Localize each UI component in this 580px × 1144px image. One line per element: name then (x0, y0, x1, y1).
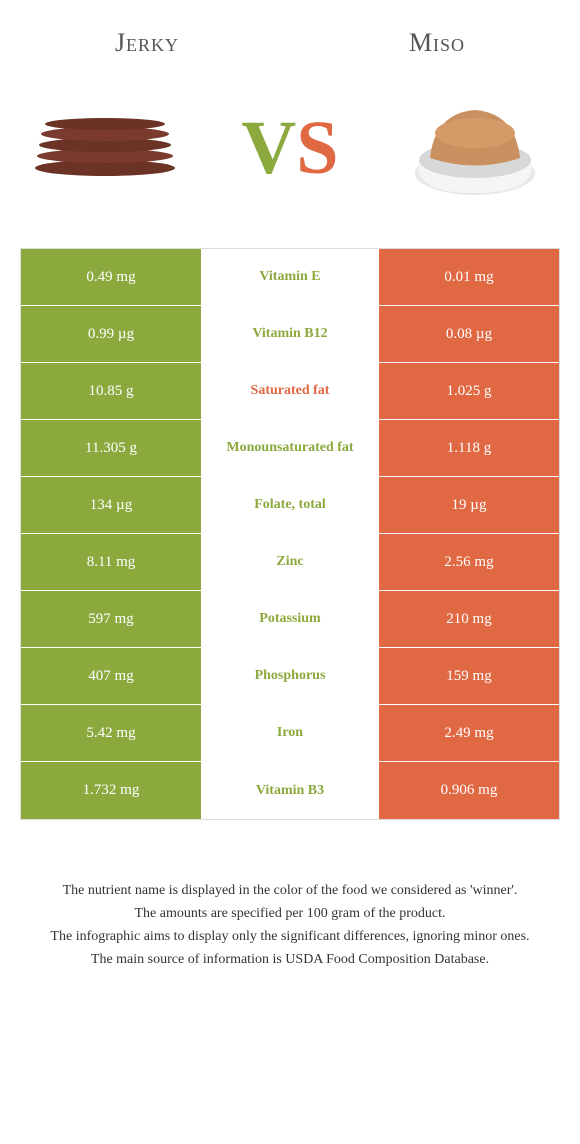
nutrient-label: Iron (201, 705, 379, 761)
left-value: 10.85 g (21, 363, 201, 419)
header: Jerky Miso (0, 0, 580, 68)
left-food-title: Jerky (115, 28, 179, 58)
right-value: 1.025 g (379, 363, 559, 419)
right-value: 210 mg (379, 591, 559, 647)
nutrient-label: Monounsaturated fat (201, 420, 379, 476)
footer-notes: The nutrient name is displayed in the co… (0, 820, 580, 970)
nutrient-label: Potassium (201, 591, 379, 647)
table-row: 8.11 mgZinc2.56 mg (21, 534, 559, 591)
images-row: VS (0, 68, 580, 248)
nutrient-label: Saturated fat (201, 363, 379, 419)
right-food-title: Miso (409, 28, 465, 58)
vs-v: V (241, 106, 296, 190)
nutrient-label: Vitamin E (201, 249, 379, 305)
right-value: 19 µg (379, 477, 559, 533)
left-value: 1.732 mg (21, 762, 201, 819)
nutrient-label: Vitamin B3 (201, 762, 379, 819)
table-row: 0.49 mgVitamin E0.01 mg (21, 249, 559, 306)
footer-line: The nutrient name is displayed in the co… (30, 880, 550, 901)
right-value: 2.49 mg (379, 705, 559, 761)
footer-line: The infographic aims to display only the… (30, 926, 550, 947)
left-value: 0.99 µg (21, 306, 201, 362)
table-row: 11.305 gMonounsaturated fat1.118 g (21, 420, 559, 477)
left-value: 407 mg (21, 648, 201, 704)
left-value: 0.49 mg (21, 249, 201, 305)
left-value: 8.11 mg (21, 534, 201, 590)
vs-label: VS (241, 105, 338, 192)
table-row: 1.732 mgVitamin B30.906 mg (21, 762, 559, 819)
right-value: 1.118 g (379, 420, 559, 476)
footer-line: The main source of information is USDA F… (30, 949, 550, 970)
miso-image (400, 88, 550, 208)
left-value: 597 mg (21, 591, 201, 647)
nutrient-label: Vitamin B12 (201, 306, 379, 362)
table-row: 5.42 mgIron2.49 mg (21, 705, 559, 762)
nutrient-label: Zinc (201, 534, 379, 590)
table-row: 407 mgPhosphorus159 mg (21, 648, 559, 705)
right-value: 0.01 mg (379, 249, 559, 305)
right-value: 0.08 µg (379, 306, 559, 362)
right-value: 0.906 mg (379, 762, 559, 819)
vs-s: S (296, 106, 338, 190)
left-value: 134 µg (21, 477, 201, 533)
right-value: 159 mg (379, 648, 559, 704)
nutrient-label: Phosphorus (201, 648, 379, 704)
table-row: 10.85 gSaturated fat1.025 g (21, 363, 559, 420)
footer-line: The amounts are specified per 100 gram o… (30, 903, 550, 924)
right-value: 2.56 mg (379, 534, 559, 590)
nutrient-table: 0.49 mgVitamin E0.01 mg0.99 µgVitamin B1… (20, 248, 560, 820)
table-row: 597 mgPotassium210 mg (21, 591, 559, 648)
left-value: 5.42 mg (21, 705, 201, 761)
left-value: 11.305 g (21, 420, 201, 476)
table-row: 0.99 µgVitamin B120.08 µg (21, 306, 559, 363)
jerky-image (30, 88, 180, 208)
table-row: 134 µgFolate, total19 µg (21, 477, 559, 534)
nutrient-label: Folate, total (201, 477, 379, 533)
